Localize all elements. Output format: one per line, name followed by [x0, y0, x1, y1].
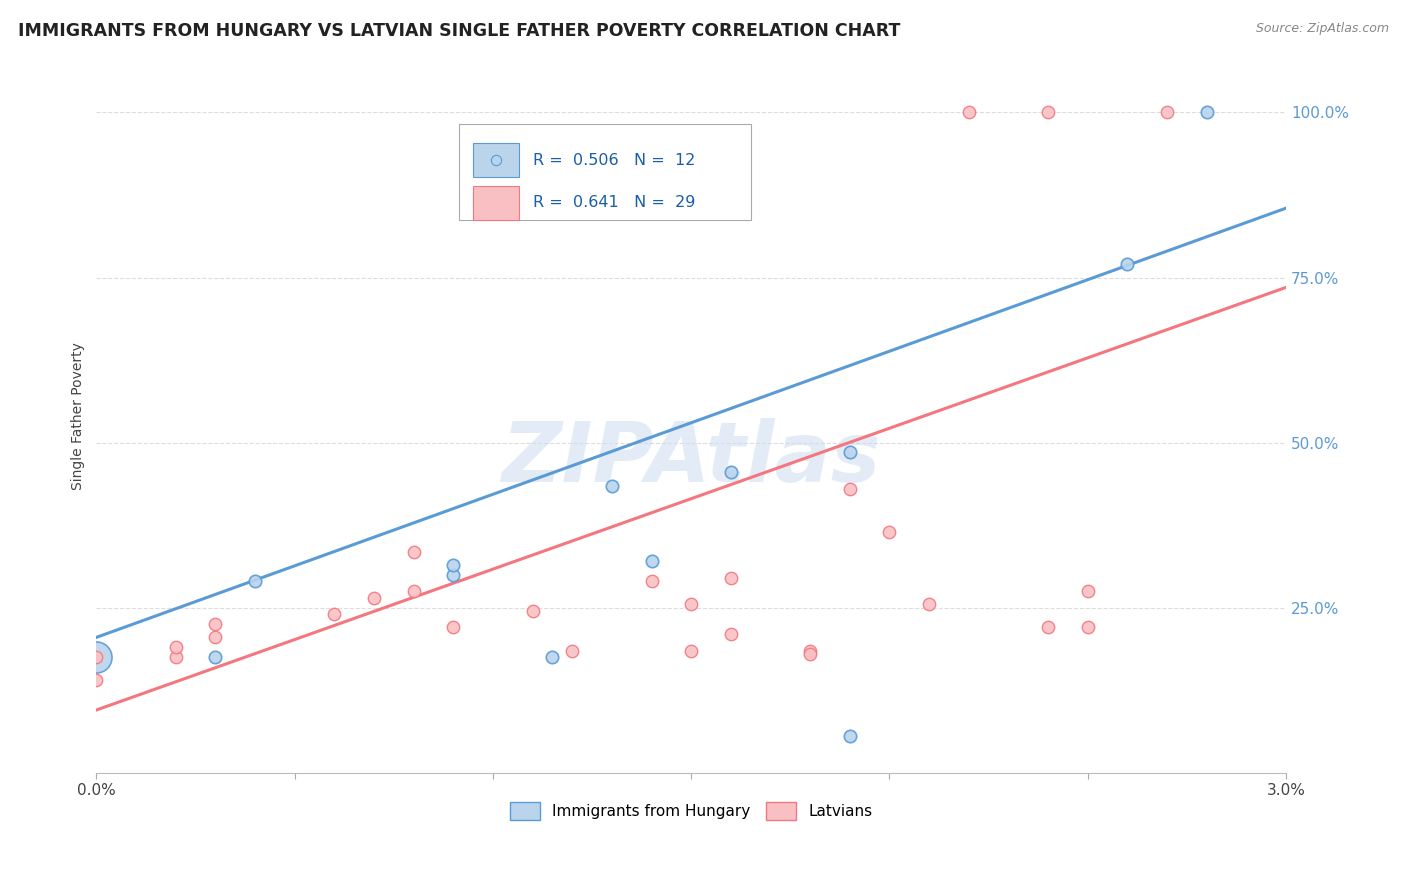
- Point: [86, 650, 108, 665]
- Point: [600, 478, 623, 492]
- Point: [640, 554, 662, 568]
- Point: [86, 673, 108, 688]
- Point: [640, 574, 662, 589]
- Point: [838, 445, 860, 459]
- Point: [1036, 620, 1059, 634]
- Point: [838, 730, 860, 744]
- Point: [204, 650, 226, 665]
- Text: IMMIGRANTS FROM HUNGARY VS LATVIAN SINGLE FATHER POVERTY CORRELATION CHART: IMMIGRANTS FROM HUNGARY VS LATVIAN SINGL…: [18, 22, 901, 40]
- Point: [681, 598, 703, 612]
- Text: R =  0.641   N =  29: R = 0.641 N = 29: [533, 195, 696, 211]
- Point: [1036, 105, 1059, 120]
- Point: [165, 650, 187, 665]
- Text: R =  0.506   N =  12: R = 0.506 N = 12: [533, 153, 696, 168]
- FancyBboxPatch shape: [474, 186, 519, 219]
- FancyBboxPatch shape: [460, 124, 751, 220]
- Point: [799, 647, 821, 661]
- Point: [1195, 105, 1218, 120]
- Text: Source: ZipAtlas.com: Source: ZipAtlas.com: [1256, 22, 1389, 36]
- Point: [86, 650, 108, 665]
- Point: [441, 558, 464, 572]
- Point: [918, 598, 941, 612]
- Point: [838, 482, 860, 496]
- Point: [402, 584, 425, 599]
- Point: [879, 524, 901, 539]
- Point: [1156, 105, 1178, 120]
- Point: [363, 591, 385, 605]
- Point: [799, 643, 821, 657]
- Point: [522, 604, 544, 618]
- Point: [720, 571, 742, 585]
- Legend: Immigrants from Hungary, Latvians: Immigrants from Hungary, Latvians: [503, 796, 879, 826]
- Point: [720, 627, 742, 641]
- Point: [441, 567, 464, 582]
- Point: [1116, 257, 1139, 271]
- Y-axis label: Single Father Poverty: Single Father Poverty: [72, 343, 86, 490]
- Point: [204, 631, 226, 645]
- Point: [402, 544, 425, 558]
- Text: ZIPAtlas: ZIPAtlas: [502, 418, 880, 500]
- Point: [1077, 584, 1099, 599]
- FancyBboxPatch shape: [474, 144, 519, 178]
- Point: [541, 650, 564, 665]
- Point: [720, 465, 742, 479]
- Point: [243, 574, 266, 589]
- Point: [323, 607, 346, 622]
- Point: [1077, 620, 1099, 634]
- Point: [165, 640, 187, 655]
- Point: [561, 643, 583, 657]
- Point: [681, 643, 703, 657]
- Point: [204, 617, 226, 632]
- Point: [957, 105, 980, 120]
- Point: [441, 620, 464, 634]
